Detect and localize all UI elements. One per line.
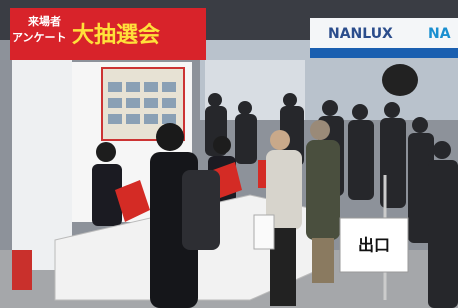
banner-main: 大抽選会 — [72, 22, 160, 48]
staff-head — [96, 142, 116, 162]
sign-stripe — [310, 48, 458, 58]
visitor-coat — [306, 140, 340, 240]
red-stand — [12, 250, 32, 290]
banner-line1: 来場者 — [27, 14, 61, 28]
staff-head — [213, 136, 231, 154]
visitor-head — [310, 120, 330, 140]
brand: NANLUX — [328, 26, 393, 42]
backpack — [182, 170, 220, 250]
banner-line2: アンケート — [12, 31, 67, 44]
visitor-head — [156, 123, 184, 151]
visitor-head — [270, 130, 290, 150]
bag — [254, 215, 274, 249]
visitor-legs — [312, 238, 334, 283]
balloon — [382, 64, 418, 96]
brand-cut: NA — [428, 26, 451, 42]
photo: 来場者 アンケート 大抽選会 NANLUX NA 出口 — [0, 0, 458, 308]
exit-text: 出口 — [358, 236, 390, 255]
